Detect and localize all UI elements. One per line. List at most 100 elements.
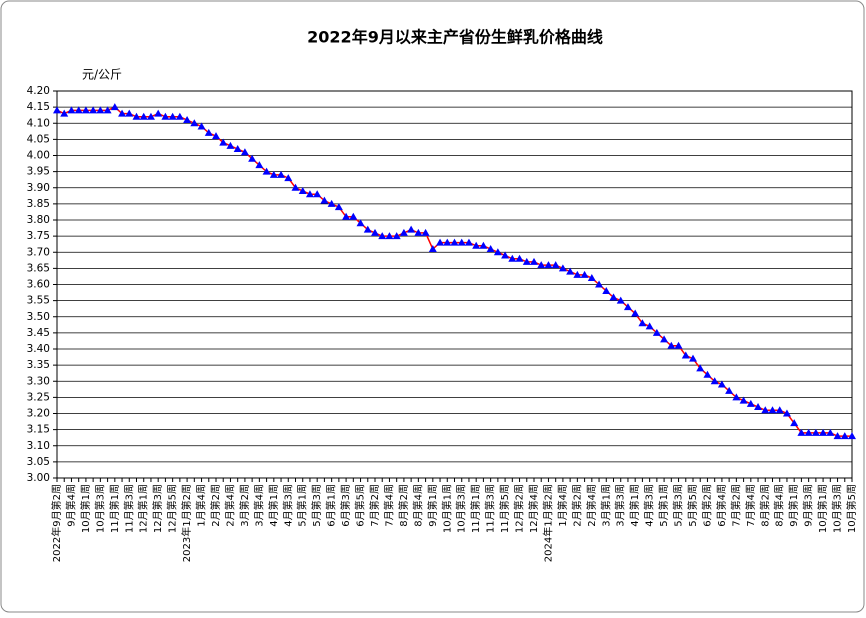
x-tick-label: 3月第3周 [614,484,627,527]
y-tick-label: 3.30 [27,375,50,387]
x-tick-label: 5月第1周 [296,484,309,527]
x-tick-label: 6月第3周 [339,484,352,527]
data-marker [566,267,575,275]
x-tick-label: 12月第2周 [513,484,526,533]
data-marker [414,228,423,236]
data-marker [146,112,155,120]
data-marker [327,199,336,207]
x-tick-label: 12月第4周 [527,484,540,533]
data-marker [298,186,307,194]
data-marker [118,109,127,117]
y-tick-label: 3.55 [27,295,50,307]
y-tick-label: 3.95 [27,166,50,178]
data-marker [53,106,61,114]
data-marker [848,432,856,440]
x-tick-label: 6月第4周 [715,484,728,527]
y-tick-label: 3.85 [27,198,50,210]
data-marker [782,409,791,417]
data-marker [291,183,300,191]
x-tick-label: 10月第1周 [816,484,829,533]
data-marker [240,148,249,156]
data-marker [537,261,546,269]
data-marker [154,109,163,117]
y-tick-label: 4.05 [27,133,50,145]
data-marker [530,257,538,265]
data-marker [305,190,314,198]
data-marker [486,245,495,253]
y-tick-label: 3.90 [27,182,50,194]
data-marker [407,225,416,233]
x-tick-label: 1月第4周 [195,484,208,527]
data-marker [277,170,286,178]
data-marker [761,406,770,414]
x-tick-label: 6月第5周 [354,484,367,527]
x-tick-label: 4月第3周 [281,484,294,527]
x-tick-label: 9月第4周 [64,484,77,527]
data-marker [717,380,726,388]
y-tick-label: 3.60 [27,279,50,291]
x-tick-label: 8月第4周 [773,484,786,527]
y-tick-label: 3.45 [27,327,50,339]
data-marker [190,119,199,127]
data-marker [450,238,459,246]
data-marker [385,232,394,240]
x-tick-label: 10月第5周 [845,484,858,533]
x-tick-label: 7月第2周 [729,484,742,527]
data-marker [602,286,611,294]
x-tick-label: 3月第2周 [238,484,251,527]
chart-title: 2022年9月以来主产省份生鲜乳价格曲线 [307,28,603,47]
data-marker [573,270,582,278]
x-tick-label: 8月第2周 [758,484,771,527]
data-marker [811,428,820,436]
x-tick-label: 5月第5周 [686,484,699,527]
data-marker [609,293,618,301]
x-tick-label: 10月第3周 [93,484,106,533]
data-marker [89,106,98,114]
data-marker [399,228,408,236]
x-tick-label: 6月第1周 [325,484,338,527]
x-tick-label: 12月第5周 [166,484,179,533]
data-marker [233,145,242,153]
data-marker [775,406,784,414]
y-tick-label: 4.10 [27,117,50,129]
data-marker [616,296,625,304]
data-marker [334,203,343,211]
x-tick-label: 11月第1周 [108,484,121,533]
data-marker [479,241,488,249]
data-marker [269,170,278,178]
x-tick-label: 11月第3周 [484,484,497,533]
data-marker [168,112,177,120]
data-marker [349,212,358,220]
data-marker [508,254,517,262]
y-tick-label: 3.80 [27,214,50,226]
data-marker [81,106,90,114]
x-tick-label: 2月第4周 [585,484,598,527]
data-marker [587,274,596,282]
x-tick-label: 8月第2周 [397,484,410,527]
data-marker [378,232,387,240]
data-marker [826,428,835,436]
data-marker [342,212,351,220]
x-tick-label: 10月第3周 [831,484,844,533]
x-tick-label: 6月第2周 [700,484,713,527]
x-tick-label: 10月第3周 [455,484,468,533]
y-tick-label: 4.15 [27,101,50,113]
data-marker [710,377,719,385]
data-marker [248,154,257,162]
data-marker [96,106,105,114]
data-marker [631,309,640,317]
x-tick-label: 4月第3周 [643,484,656,527]
data-marker [660,335,669,343]
x-tick-label: 2月第2周 [209,484,222,527]
x-tick-label: 12月第1周 [137,484,150,533]
data-marker [74,106,83,114]
data-marker [501,251,510,259]
data-marker [674,341,683,349]
data-marker [197,122,206,130]
data-marker [183,116,192,124]
data-marker [833,432,842,440]
data-marker [804,428,813,436]
data-marker [623,303,632,311]
data-marker [161,112,170,120]
